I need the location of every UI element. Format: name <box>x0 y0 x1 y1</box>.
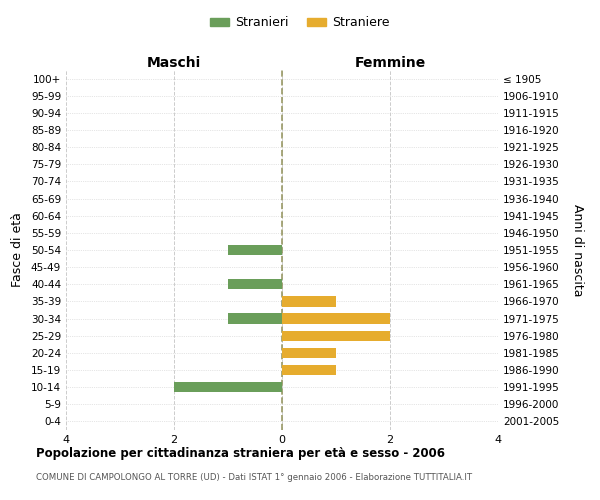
Text: COMUNE DI CAMPOLONGO AL TORRE (UD) - Dati ISTAT 1° gennaio 2006 - Elaborazione T: COMUNE DI CAMPOLONGO AL TORRE (UD) - Dat… <box>36 473 472 482</box>
Bar <box>174 382 282 392</box>
Text: Popolazione per cittadinanza straniera per età e sesso - 2006: Popolazione per cittadinanza straniera p… <box>36 448 445 460</box>
Text: Femmine: Femmine <box>355 56 425 70</box>
Bar <box>228 245 282 255</box>
Y-axis label: Anni di nascita: Anni di nascita <box>571 204 584 296</box>
Y-axis label: Fasce di età: Fasce di età <box>11 212 24 288</box>
Bar <box>282 365 336 375</box>
Bar <box>282 296 336 306</box>
Bar <box>282 330 390 341</box>
Bar <box>228 314 282 324</box>
Legend: Stranieri, Straniere: Stranieri, Straniere <box>205 11 395 34</box>
Bar <box>228 279 282 289</box>
Bar <box>282 348 336 358</box>
Bar <box>282 314 390 324</box>
Text: Maschi: Maschi <box>147 56 201 70</box>
